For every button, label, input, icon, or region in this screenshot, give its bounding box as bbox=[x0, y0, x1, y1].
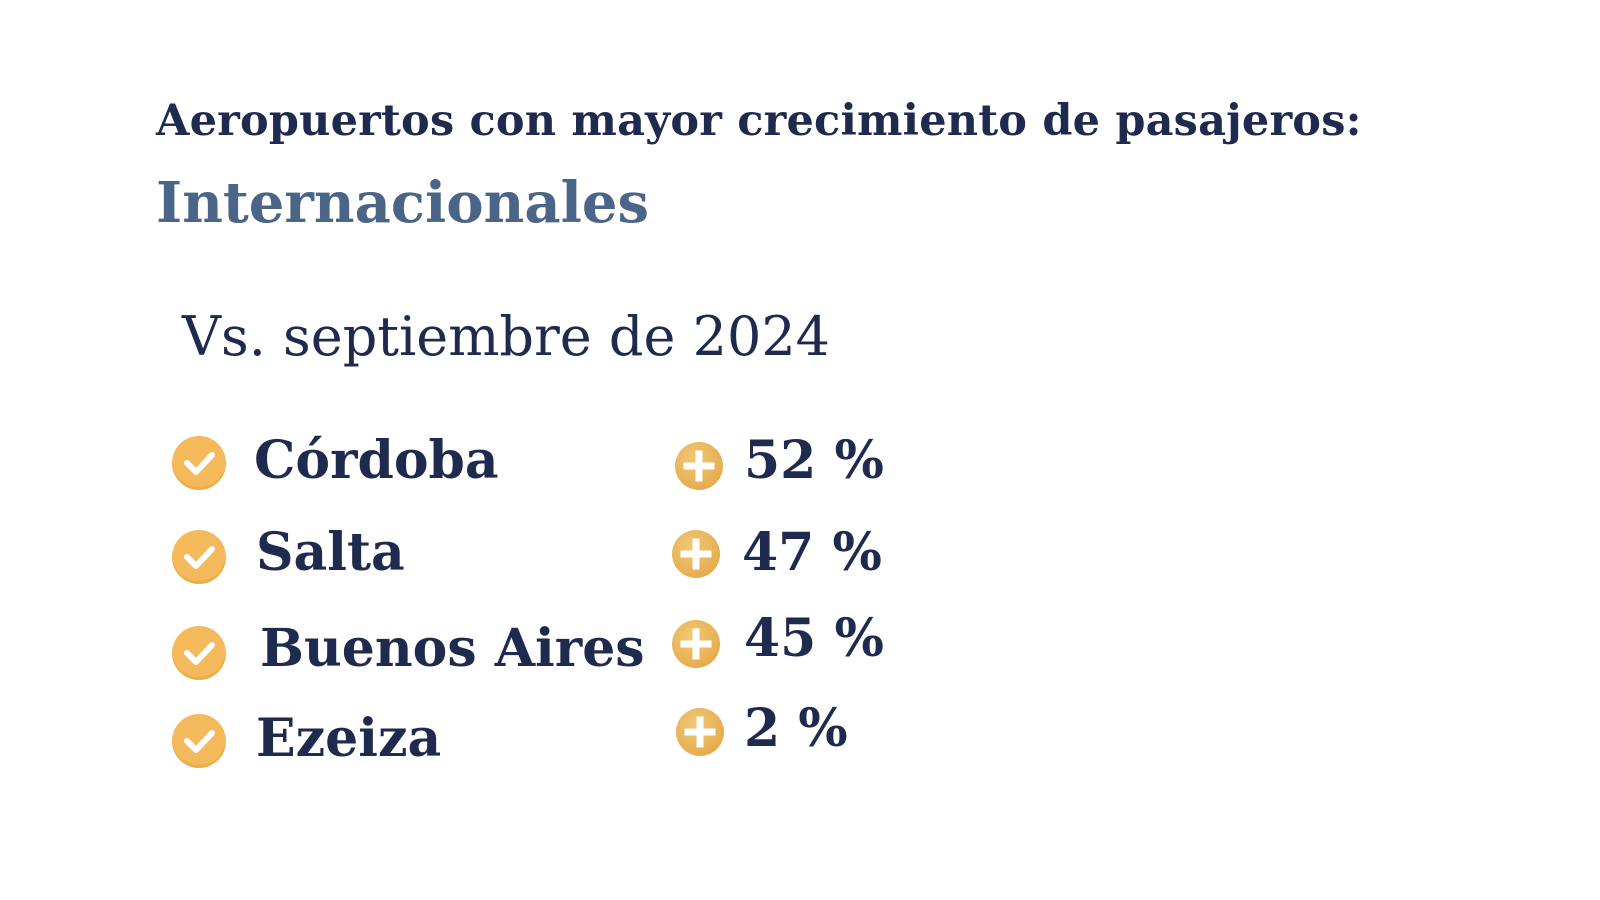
plus-circle-icon bbox=[676, 708, 724, 756]
list-item: Ezeiza 2 % bbox=[0, 698, 1600, 778]
growth-value: 52 % bbox=[744, 430, 884, 491]
list-item: Salta 47 % bbox=[0, 522, 1600, 592]
check-circle-icon bbox=[172, 530, 226, 584]
airport-name: Buenos Aires bbox=[260, 618, 645, 679]
check-circle-icon bbox=[172, 436, 226, 490]
airport-name: Ezeiza bbox=[256, 708, 442, 769]
airport-name: Córdoba bbox=[254, 430, 499, 491]
comparison-label: Vs. septiembre de 2024 bbox=[182, 305, 831, 368]
growth-value: 45 % bbox=[744, 608, 884, 669]
list-item: Buenos Aires 45 % bbox=[0, 608, 1600, 686]
list-item: Córdoba 52 % bbox=[0, 430, 1600, 500]
page-title: Aeropuertos con mayor crecimiento de pas… bbox=[156, 96, 1362, 146]
plus-circle-icon bbox=[672, 530, 720, 578]
airport-name: Salta bbox=[256, 522, 405, 583]
check-circle-icon bbox=[172, 626, 226, 680]
plus-circle-icon bbox=[675, 442, 723, 490]
growth-value: 2 % bbox=[744, 698, 848, 759]
growth-value: 47 % bbox=[742, 522, 882, 583]
page-subtitle: Internacionales bbox=[156, 170, 650, 236]
check-circle-icon bbox=[172, 714, 226, 768]
plus-circle-icon bbox=[672, 620, 720, 668]
